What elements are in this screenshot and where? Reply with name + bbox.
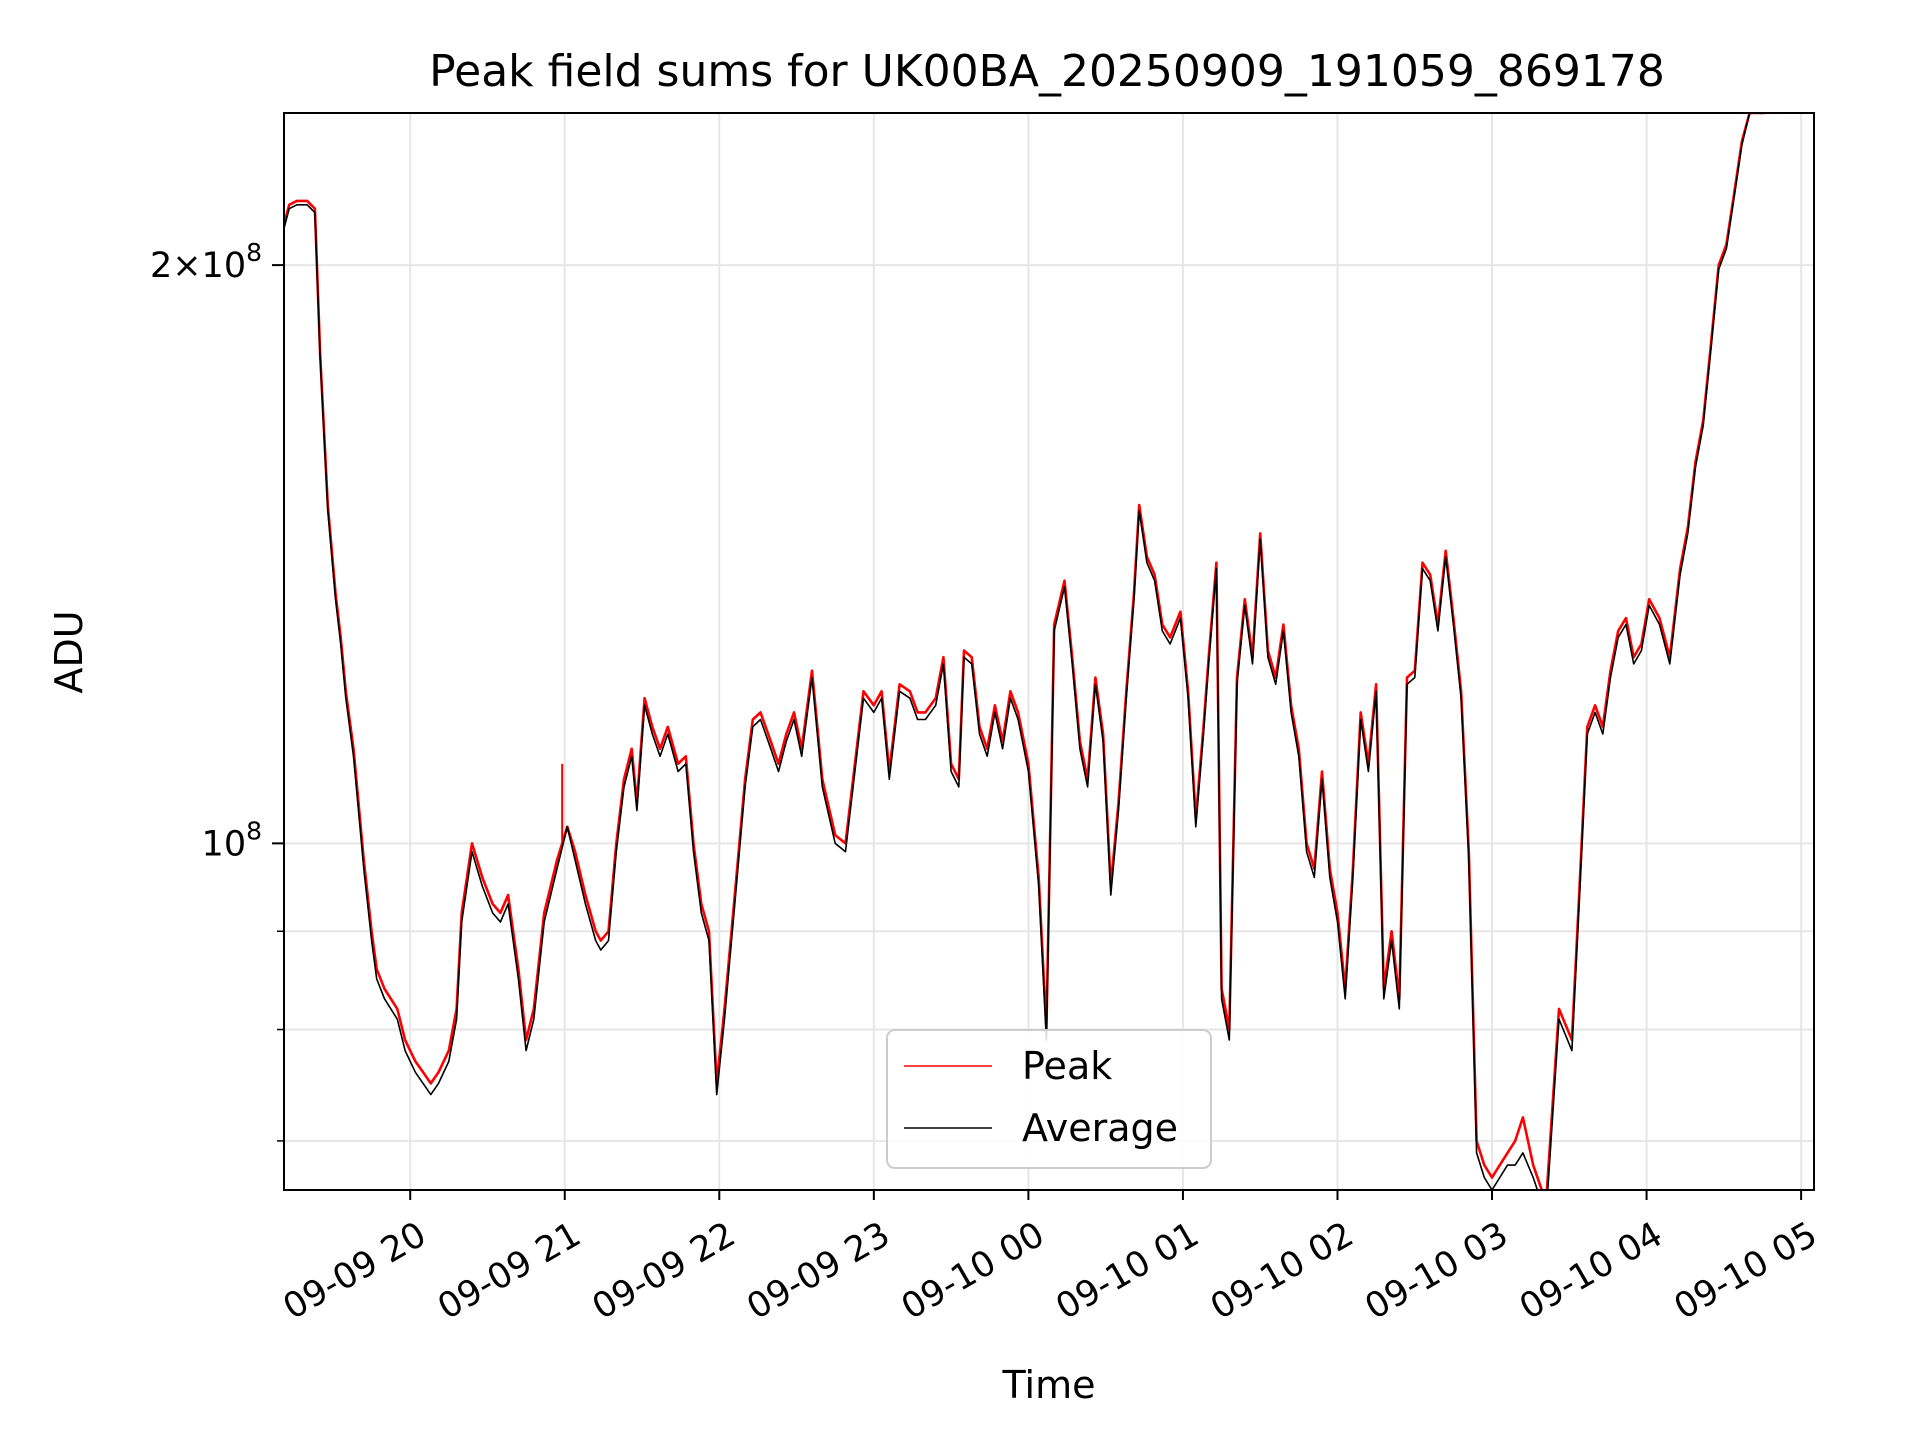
- y-axis-label: ADU: [47, 610, 91, 693]
- series-line-average: [284, 113, 1766, 1190]
- legend-label-average: Average: [1022, 1106, 1178, 1150]
- y-tick-label: 108: [202, 816, 262, 864]
- y-tick-label: 2×108: [150, 238, 262, 286]
- legend-label-peak: Peak: [1022, 1044, 1112, 1088]
- plot-area: [284, 113, 1766, 1190]
- legend: Peak Average: [886, 1029, 1212, 1169]
- axes-frame: [283, 112, 1815, 1191]
- y-axis: 108 2×108: [150, 238, 284, 1142]
- x-axis-label: Time: [1002, 1363, 1096, 1407]
- chart-title: Peak field sums for UK00BA_20250909_1910…: [429, 46, 1665, 97]
- legend-box: [886, 1029, 1212, 1169]
